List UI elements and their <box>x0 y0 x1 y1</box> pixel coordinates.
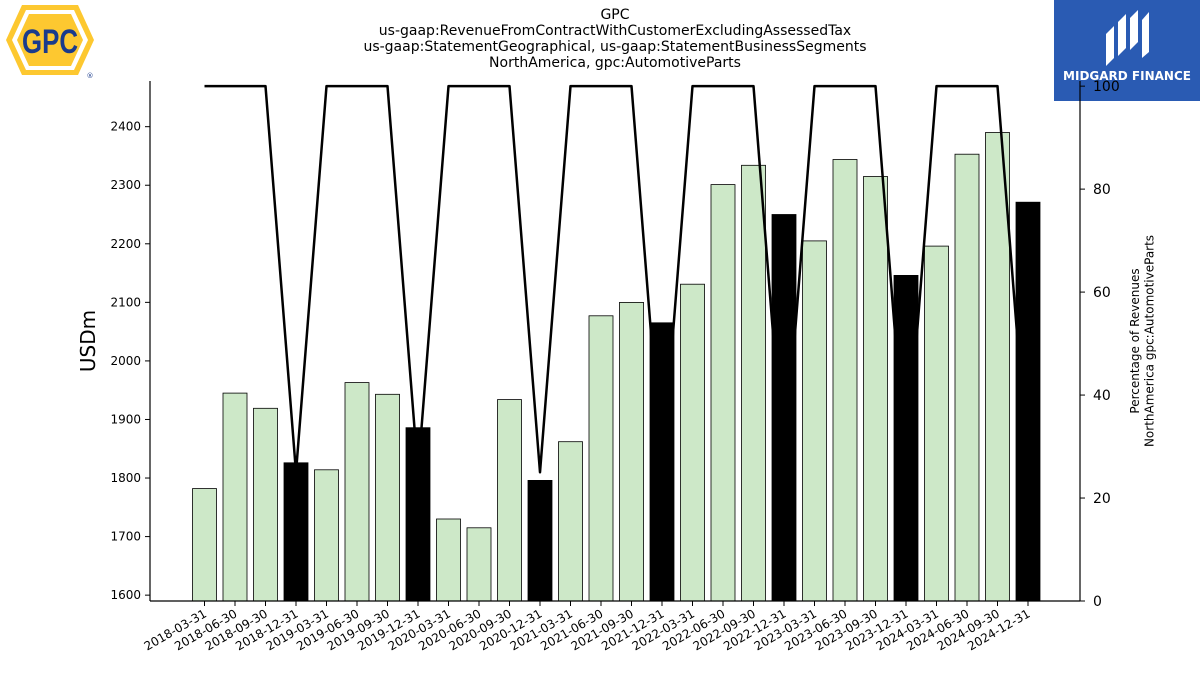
y-tick-label: 2000 <box>110 354 141 368</box>
bar-2022-06-30 <box>710 184 736 602</box>
bar-2023-06-30 <box>832 159 858 602</box>
y-tick-label: 1600 <box>110 588 141 602</box>
bar-group <box>192 132 1041 602</box>
bar-2022-09-30 <box>741 164 766 602</box>
bar-2019-12-31 <box>405 427 431 602</box>
y-axis-right-label: Percentage of RevenuesNorthAmerica gpc:A… <box>1128 235 1156 447</box>
gpc-logo-registered: ® <box>87 72 94 80</box>
bar-2024-06-30 <box>954 153 980 602</box>
bar-2018-12-31 <box>283 462 309 602</box>
y-right-tick-label: 40 <box>1093 388 1111 404</box>
y-tick-label: 1900 <box>110 412 141 426</box>
bar-2020-09-30 <box>497 399 522 602</box>
midgard-logo-text: MIDGARD FINANCE <box>1063 69 1191 83</box>
y-right-tick-label: 20 <box>1093 491 1111 507</box>
chart-title-line-3: us-gaap:StatementGeographical, us-gaap:S… <box>363 39 867 55</box>
bar-2024-09-30 <box>985 132 1010 602</box>
midgard-mark-icon <box>1106 10 1149 66</box>
bar-2022-12-31 <box>771 214 797 602</box>
y-axis-label: USDm <box>76 310 100 372</box>
y-tick-label: 1800 <box>110 471 141 485</box>
bar-2020-12-31 <box>527 479 553 602</box>
bar-2020-03-31 <box>436 518 461 602</box>
y-right-tick-label: 100 <box>1093 79 1120 95</box>
midgard-finance-logo: MIDGARD FINANCE <box>1054 0 1200 101</box>
percentage-line <box>204 84 1030 474</box>
chart-title-line-2: us-gaap:RevenueFromContractWithCustomerE… <box>378 23 852 39</box>
y-tick-label: 2200 <box>110 237 141 251</box>
y-axis-right-label-line: Percentage of Revenues <box>1128 268 1142 413</box>
y-tick-label: 2300 <box>110 178 141 192</box>
gpc-logo-core <box>17 14 83 66</box>
bar-2023-03-31 <box>802 240 827 602</box>
bar-2021-03-31 <box>558 441 583 602</box>
y-right-tick-label: 0 <box>1093 594 1102 610</box>
bar-2024-03-31 <box>924 245 949 602</box>
chart-title-line-1: GPC <box>600 7 630 23</box>
y-axis-right-label-line: NorthAmerica gpc:AutomotiveParts <box>1143 235 1157 447</box>
y-tick-label: 2400 <box>110 120 141 134</box>
gpc-logo: GPC ® <box>6 5 94 80</box>
bar-2018-03-31 <box>192 488 217 602</box>
bar-2023-12-31 <box>893 274 919 602</box>
bar-2018-09-30 <box>253 407 278 602</box>
bar-2018-06-30 <box>222 392 248 602</box>
y-right-tick-label: 80 <box>1093 182 1111 198</box>
bar-2020-06-30 <box>466 527 492 602</box>
bar-2019-06-30 <box>344 382 370 602</box>
bar-2024-12-31 <box>1015 201 1041 602</box>
chart-title-line-4: NorthAmerica, gpc:AutomotiveParts <box>489 55 741 71</box>
bar-2019-03-31 <box>314 469 339 602</box>
gpc-logo-text: GPC <box>22 23 78 61</box>
y-tick-label: 2100 <box>110 295 141 309</box>
bar-2021-06-30 <box>588 315 614 602</box>
y-right-tick-label: 60 <box>1093 285 1111 301</box>
bar-2021-09-30 <box>619 301 644 602</box>
bar-2023-09-30 <box>863 176 888 602</box>
y-tick-label: 1700 <box>110 530 141 544</box>
bar-2022-03-31 <box>680 283 705 602</box>
bar-2019-09-30 <box>375 393 400 602</box>
